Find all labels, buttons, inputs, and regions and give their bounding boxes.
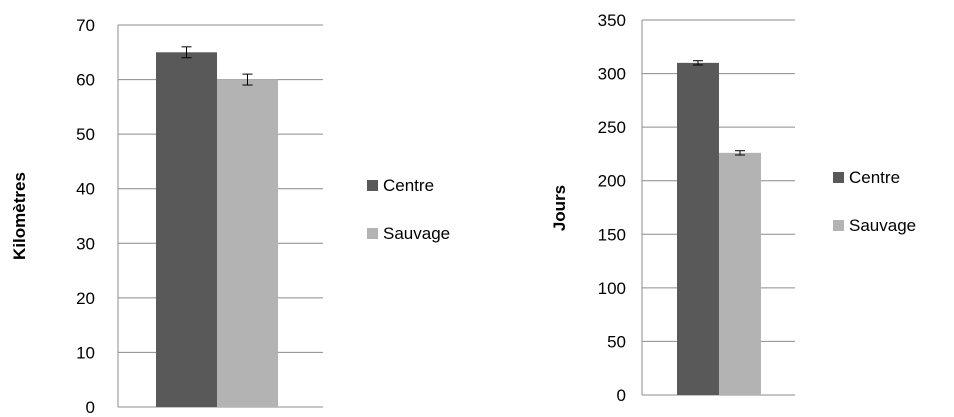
bar-sauvage <box>217 79 278 408</box>
error-bar <box>242 73 253 86</box>
legend-swatch-sauvage <box>367 228 378 239</box>
bar-centre <box>677 62 719 395</box>
y-tick-label: 50 <box>607 332 626 351</box>
legend-swatch-centre <box>367 180 378 191</box>
y-tick-label: 150 <box>598 225 626 244</box>
legend-swatch-centre <box>833 172 844 183</box>
y-tick-label: 20 <box>76 289 95 308</box>
chart-kilometres: 0 10 20 30 40 50 60 70 Kilomètres Centre Sauvage <box>10 16 450 417</box>
y-tick-label: 40 <box>76 180 95 199</box>
y-tick-label: 200 <box>598 172 626 191</box>
y-tick-label: 100 <box>598 279 626 298</box>
y-axis-label: Kilomètres <box>10 172 29 260</box>
legend-label-sauvage: Sauvage <box>383 224 450 243</box>
y-tick-label: 350 <box>598 11 626 30</box>
y-tick-label: 30 <box>76 234 95 253</box>
y-tick-label: 300 <box>598 65 626 84</box>
legend-label-centre: Centre <box>383 176 434 195</box>
y-axis-label: Jours <box>550 185 569 231</box>
y-tick-label: 0 <box>617 386 626 405</box>
legend-label-sauvage: Sauvage <box>849 216 916 235</box>
legend-label-centre: Centre <box>849 168 900 187</box>
legend-swatch-sauvage <box>833 220 844 231</box>
y-tick-label: 0 <box>86 398 95 417</box>
y-tick-label: 250 <box>598 118 626 137</box>
bar-sauvage <box>719 152 761 395</box>
error-bar <box>693 60 703 66</box>
error-bar <box>181 46 192 59</box>
y-tick-label: 10 <box>76 343 95 362</box>
y-tick-label: 50 <box>76 125 95 144</box>
bar-centre <box>156 52 217 408</box>
chart-jours: 0 50 100 150 200 250 300 350 Jours Centre Sauvage <box>550 11 916 405</box>
y-tick-label: 70 <box>76 16 95 35</box>
error-bar <box>735 150 745 156</box>
y-tick-label: 60 <box>76 71 95 90</box>
